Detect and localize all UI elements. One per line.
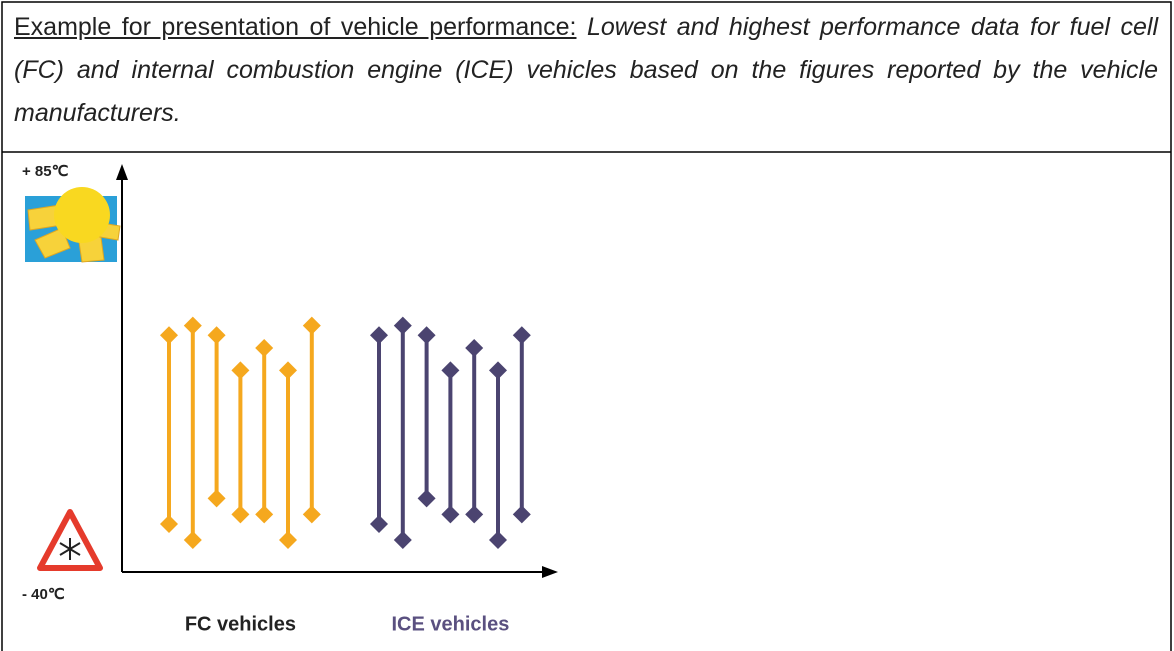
diamond-marker: [207, 326, 226, 345]
x-axis-arrow: [542, 566, 558, 578]
diamond-marker: [231, 361, 250, 380]
diamond-marker: [183, 316, 202, 335]
diamond-marker: [512, 505, 531, 524]
diamond-marker: [255, 505, 274, 524]
diamond-marker: [512, 326, 531, 345]
category-label: ICE vehicles: [391, 613, 509, 635]
diamond-marker: [465, 339, 484, 357]
caption-text: Lowest and highest performance data for …: [14, 13, 1158, 127]
diamond-marker: [231, 505, 250, 524]
diamond-marker: [393, 531, 412, 549]
diamond-marker: [183, 531, 202, 549]
frost-icon: [37, 509, 103, 571]
diamond-marker: [465, 505, 484, 524]
diamond-marker: [370, 326, 388, 345]
diamond-marker: [207, 489, 226, 508]
diamond-marker: [279, 361, 297, 380]
diamond-marker: [279, 531, 297, 549]
diamond-marker: [160, 515, 178, 533]
diamond-marker: [370, 515, 388, 533]
diamond-marker: [302, 316, 321, 335]
diamond-marker: [160, 326, 178, 345]
diamond-marker: [441, 361, 460, 380]
diamond-marker: [441, 505, 460, 524]
diamond-marker: [417, 489, 436, 508]
category-label: FC vehicles: [185, 613, 296, 635]
caption: Example for presentation of vehicle perf…: [14, 6, 1158, 135]
y-tick-label: + 85℃: [22, 163, 69, 180]
diamond-marker: [417, 326, 436, 345]
diamond-marker: [255, 339, 274, 357]
caption-lead: Example for presentation of vehicle perf…: [14, 13, 577, 41]
diamond-marker: [393, 316, 412, 335]
diamond-marker: [302, 505, 321, 524]
diamond-marker: [489, 361, 507, 380]
diamond-marker: [489, 531, 507, 549]
y-axis-arrow: [116, 164, 128, 180]
sun-icon: [25, 187, 121, 263]
y-tick-label: - 40℃: [22, 586, 65, 603]
